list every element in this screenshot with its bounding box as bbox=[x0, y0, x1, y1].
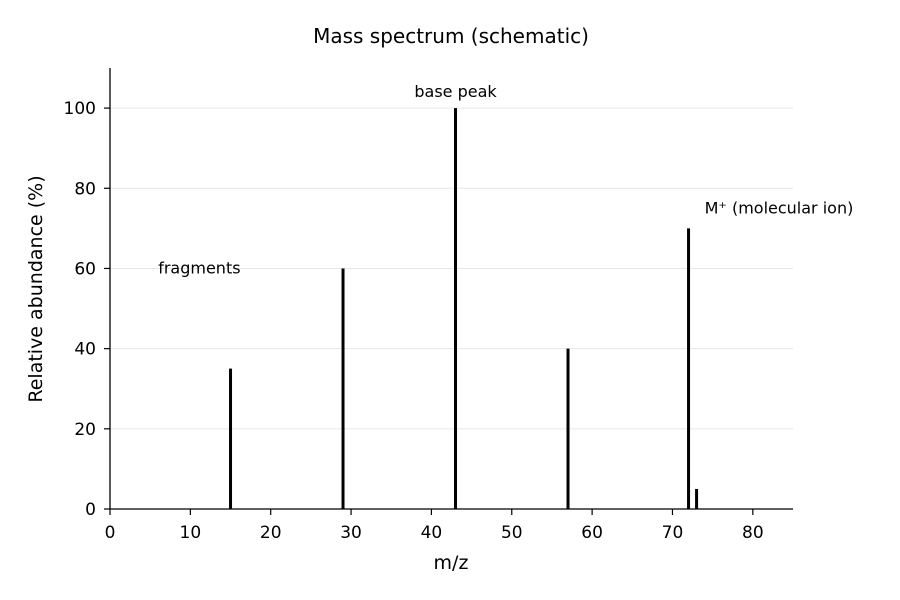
y-tick-label: 60 bbox=[74, 259, 96, 279]
x-tick-label: 30 bbox=[340, 523, 362, 543]
x-tick-label: 70 bbox=[662, 523, 684, 543]
y-ticks: 0 20 40 60 80 100 bbox=[64, 99, 110, 520]
x-tick-label: 80 bbox=[742, 523, 764, 543]
x-tick-label: 10 bbox=[180, 523, 202, 543]
x-tick-label: 50 bbox=[501, 523, 523, 543]
annotation-label: base peak bbox=[414, 82, 497, 101]
annotation-label: fragments bbox=[158, 258, 240, 277]
x-tick-label: 20 bbox=[260, 523, 282, 543]
y-tick-label: 0 bbox=[85, 500, 96, 520]
y-tick-label: 20 bbox=[74, 420, 96, 440]
annotations: base peak M⁺ (molecular ion) fragments bbox=[158, 82, 853, 277]
x-tick-label: 40 bbox=[421, 523, 443, 543]
y-tick-label: 80 bbox=[74, 179, 96, 199]
x-axis-label: m/z bbox=[434, 552, 469, 574]
x-tick-label: 60 bbox=[581, 523, 603, 543]
peaks-layer bbox=[229, 108, 699, 509]
y-axis-label: Relative abundance (%) bbox=[25, 175, 47, 402]
y-tick-label: 100 bbox=[64, 99, 96, 119]
y-tick-label: 40 bbox=[74, 340, 96, 360]
grid-layer bbox=[110, 107, 793, 430]
x-ticks: 0 10 20 30 40 50 60 70 80 bbox=[105, 509, 764, 543]
x-tick-label: 0 bbox=[105, 523, 116, 543]
annotation-label: M⁺ (molecular ion) bbox=[705, 198, 854, 217]
axes-layer bbox=[109, 68, 793, 510]
chart-title: Mass spectrum (schematic) bbox=[313, 24, 589, 48]
